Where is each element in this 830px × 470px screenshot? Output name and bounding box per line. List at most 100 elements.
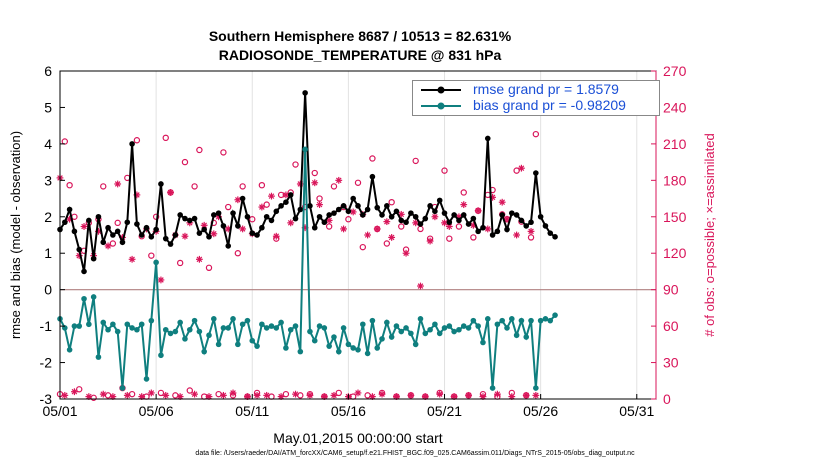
rmse-point — [119, 239, 126, 246]
y2-tick-label: 270 — [663, 63, 687, 79]
y2-tick-label: 150 — [663, 209, 687, 225]
rmse-point — [509, 210, 515, 216]
obs-assimilated-marker — [195, 255, 203, 263]
bias-point — [470, 317, 477, 324]
rmse-point — [417, 221, 424, 227]
rmse-point — [114, 228, 121, 235]
y2-tick-label: 60 — [663, 318, 679, 334]
obs-possible-marker — [100, 183, 107, 190]
rmse-point — [398, 217, 405, 224]
rmse-point — [316, 213, 323, 220]
rmse-point — [456, 217, 462, 224]
legend-entry-bias: bias grand pr = -0.98209 — [413, 97, 659, 114]
obs-possible-marker — [215, 390, 222, 398]
obs-assimilated-marker — [123, 391, 131, 399]
x-tick-label: 05/21 — [427, 403, 462, 419]
rmse-point — [283, 199, 289, 205]
bias-point — [239, 321, 246, 328]
rmse-point — [321, 219, 328, 226]
rmse-point — [427, 203, 433, 209]
rmse-point — [360, 212, 366, 218]
rmse-point — [484, 135, 491, 142]
obs-assimilated-marker — [71, 388, 78, 396]
obs-possible-marker — [460, 189, 467, 196]
obs-assimilated-marker — [340, 225, 347, 233]
bias-point — [158, 352, 164, 359]
rmse-point — [504, 226, 510, 233]
bias-point — [215, 341, 222, 348]
bias-point — [489, 385, 496, 391]
rmse-point — [263, 213, 270, 220]
rmse-point — [364, 206, 371, 213]
rmse-point — [528, 219, 534, 226]
rmse-point — [278, 203, 284, 209]
obs-assimilated-marker — [104, 242, 112, 250]
bias-point — [201, 348, 207, 355]
bias-point — [509, 316, 515, 322]
rmse-point — [172, 232, 179, 238]
bias-point — [388, 334, 395, 340]
rmse-point — [480, 224, 486, 231]
rmse-point — [259, 224, 265, 231]
obs-possible-marker — [369, 155, 376, 162]
obs-assimilated-marker — [407, 391, 415, 399]
obs-assimilated-marker — [287, 219, 295, 227]
bias-point — [100, 319, 107, 326]
obs-possible-marker — [364, 392, 371, 399]
obs-possible-marker — [527, 234, 535, 241]
bias-point — [90, 294, 97, 300]
obs-assimilated-marker — [373, 225, 381, 233]
obs-possible-marker — [181, 158, 189, 166]
obs-assimilated-marker — [412, 219, 420, 227]
chart-title-line1: Southern Hemisphere 8687 / 10513 = 82.63… — [208, 28, 512, 44]
obs-assimilated-marker — [253, 391, 261, 399]
obs-assimilated-marker — [518, 164, 525, 172]
obs-possible-marker — [205, 264, 213, 271]
obs-assimilated-marker — [99, 390, 107, 398]
bias-point — [273, 325, 280, 331]
rmse-point — [350, 195, 356, 202]
obs-possible-marker — [412, 157, 419, 165]
bias-point — [355, 347, 361, 353]
obs-possible-marker — [239, 183, 246, 190]
bias-point — [499, 317, 505, 324]
obs-possible-marker — [186, 387, 193, 394]
bias-point — [307, 328, 313, 335]
obs-assimilated-marker — [229, 389, 237, 397]
rmse-point — [273, 208, 280, 215]
y2-tick-label: 240 — [663, 99, 687, 115]
y-tick-label: 3 — [44, 172, 52, 188]
obs-possible-marker — [354, 179, 362, 186]
bias-point — [182, 336, 188, 342]
obs-assimilated-marker — [522, 391, 530, 399]
bias-point — [172, 328, 179, 335]
obs-assimilated-marker — [311, 179, 319, 187]
rmse-point — [220, 223, 227, 229]
bias-point — [393, 323, 400, 329]
rmse-point — [230, 210, 236, 216]
obs-possible-marker — [61, 138, 69, 145]
bias-point — [427, 326, 433, 333]
y-tick-label: 1 — [44, 245, 52, 261]
obs-assimilated-marker — [114, 180, 122, 188]
y2-axis-label: # of obs: o=possible; ×=assimilated — [702, 133, 717, 336]
obs-assimilated-marker — [465, 391, 472, 399]
obs-possible-marker — [258, 181, 266, 189]
bias-point — [76, 323, 83, 329]
bias-point — [167, 330, 174, 337]
rmse-point — [249, 230, 256, 236]
obs-possible-marker — [128, 390, 136, 398]
bias-point — [446, 323, 453, 329]
rmse-point — [436, 197, 443, 204]
obs-possible-marker — [359, 243, 367, 251]
bias-point — [451, 328, 457, 335]
obs-assimilated-marker — [532, 391, 540, 399]
rmse-point — [215, 210, 222, 216]
obs-assimilated-marker — [436, 390, 444, 398]
rmse-point — [408, 210, 414, 216]
rmse-point — [542, 223, 549, 229]
rmse-point — [537, 213, 544, 220]
rmse-point — [124, 219, 131, 226]
obs-possible-marker — [398, 223, 405, 230]
rmse-point — [470, 215, 477, 222]
